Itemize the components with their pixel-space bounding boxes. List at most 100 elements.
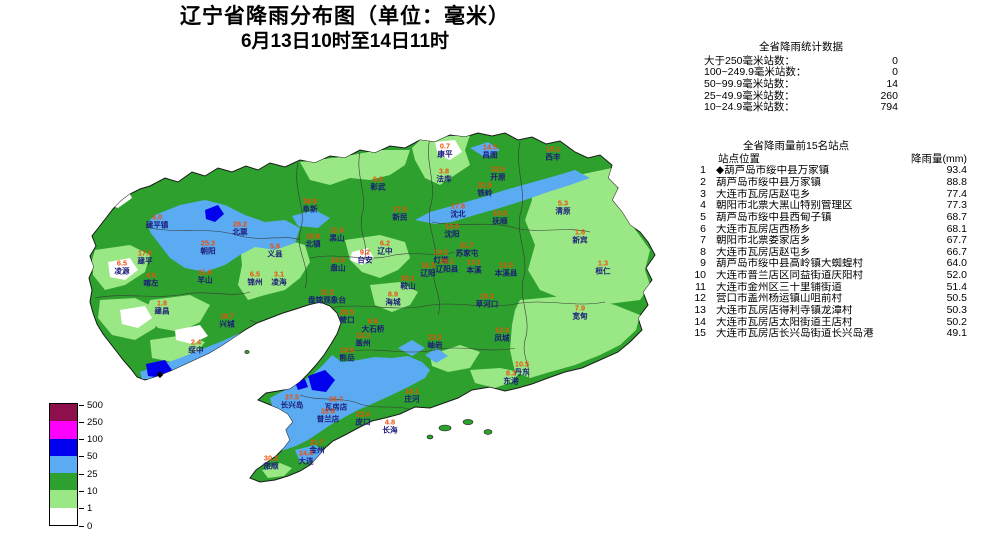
row-rank: 2 <box>700 175 706 188</box>
legend-tick: 25 <box>79 469 98 480</box>
station-value: 0.7 <box>440 142 450 151</box>
row-rainfall-value: 93.4 <box>946 164 967 177</box>
tick-label: 50 <box>87 451 98 463</box>
tick-line <box>79 456 84 458</box>
legend-color-cell <box>50 490 77 508</box>
station-name: 锦州 <box>247 277 262 287</box>
top15-rows: 1 ◆葫芦岛市绥中县万家镇 93.4 2 葫芦岛市绥中县万家镇 88.8 3 大连市瓦房店赵屯… <box>686 165 967 340</box>
station-value: 32.6 <box>321 407 335 416</box>
station-name: 瓦房店 <box>325 402 348 412</box>
station-name: 旅顺 <box>263 461 279 471</box>
station-name: 庄河 <box>404 394 420 404</box>
station-value: 11.6 <box>198 268 212 277</box>
station-value: 12.0 <box>445 222 459 231</box>
station-name: 盘山 <box>330 263 345 273</box>
station-value: 24.5 <box>331 256 345 265</box>
station-value: 6.5 <box>250 270 260 279</box>
legend-tick: 100 <box>79 434 103 445</box>
station-value: 3.8 <box>439 167 449 176</box>
row-rank: 13 <box>694 303 706 316</box>
station-value: 33.5 <box>491 165 505 174</box>
station-value: 5.3 <box>558 199 568 208</box>
row-rainfall-value: 68.1 <box>946 222 967 235</box>
station-name: 辽阳县 <box>436 264 459 274</box>
row-rainfall-value: 77.4 <box>946 187 967 200</box>
title-line2: 6月13日10时至14日11时 <box>240 31 450 52</box>
station-name: 丹东 <box>514 367 530 377</box>
row-station-name: 营口市盖州杨运镇山咀前村 <box>716 293 842 305</box>
row-station-name: 大连市瓦房店长兴岛街道长兴岛港 <box>716 328 874 340</box>
table-row: 5 葫芦岛市绥中县西甸子镇 68.7 <box>686 211 967 224</box>
row-rainfall-value: 51.4 <box>946 280 967 293</box>
tick-line <box>79 508 84 510</box>
station-value: 11.0 <box>330 226 344 235</box>
row-station-name: 朝阳市北票娄家店乡 <box>716 235 811 247</box>
row-rank: 14 <box>694 315 706 328</box>
station-name: 建昌 <box>153 306 169 316</box>
station-name: 岫岩 <box>427 340 443 350</box>
title-line1: 辽宁省降雨分布图（单位：毫米） <box>180 5 510 28</box>
row-station-name: ◆葫芦岛市绥中县万家镇 <box>716 165 830 177</box>
station-value: 3.1 <box>274 270 284 279</box>
table-row: 14 大连市瓦房店太阳街道王店村 50.2 <box>686 315 967 329</box>
station-name: 康平 <box>437 149 453 159</box>
station-name: 彰武 <box>370 182 386 192</box>
stat-value: 0 <box>892 66 898 79</box>
station-name: 鞍山 <box>400 281 415 291</box>
row-station-name: 大连市普兰店区同益街道庆阳村 <box>716 270 863 282</box>
station-name: 抚顺 <box>492 216 508 226</box>
station-value: 4.6 <box>146 271 156 280</box>
station-value: 10.8 <box>493 209 507 218</box>
station-name: 本溪县 <box>495 268 518 278</box>
stat-row: 10~24.9毫米站数： 794 <box>704 102 898 114</box>
station-name: 普兰店 <box>317 414 340 424</box>
station-name: 北票 <box>232 227 248 237</box>
islands <box>244 350 493 440</box>
station-value: 21.7 <box>460 241 474 250</box>
table-row: 11 大连市金州区三十里铺街道 51.4 <box>686 280 967 294</box>
station-value: 28.2 <box>233 220 247 229</box>
row-rank: 1 <box>700 164 706 177</box>
legend-color-cell <box>50 455 77 474</box>
stats-title: 全省降雨统计数据 <box>759 41 843 53</box>
table-row: 15 大连市瓦房店长兴岛街道长兴岛港 49.1 <box>686 328 967 340</box>
station-value: 1.3 <box>598 259 608 268</box>
row-rainfall-value: 64.0 <box>946 257 967 270</box>
table-row: 13 大连市瓦房店得利寺镇龙潭村 50.3 <box>686 303 967 317</box>
legend-tick: 250 <box>79 417 103 428</box>
stat-label: 100~249.9毫米站数： <box>704 66 807 79</box>
legend-color-cell <box>50 404 77 422</box>
row-rainfall-value: 66.7 <box>946 245 967 258</box>
station-value: 30.3 <box>264 454 278 463</box>
tick-line <box>79 491 84 492</box>
row-rank: 8 <box>700 245 706 258</box>
station-name: 开原 <box>490 173 506 182</box>
row-station-name: 葫芦岛市绥中县万家镇 <box>716 176 821 188</box>
legend-color-cell <box>50 507 77 526</box>
page-title: 辽宁省降雨分布图（单位：毫米） 6月13日10时至14日11时 <box>140 4 550 53</box>
station-value: 26.1 <box>440 257 454 266</box>
station-name: 羊山 <box>197 275 212 285</box>
station-name: 东港 <box>503 376 519 386</box>
station-value: 6.2 <box>380 239 390 248</box>
station-name: 铁岭 <box>477 188 493 198</box>
stat-row: 50~99.9毫米站数： 14 <box>704 78 898 91</box>
top15-header: 站点位置 降雨量(mm) <box>686 153 967 166</box>
station-name: 苏家屯 <box>456 248 479 258</box>
station-value: 2.4 <box>191 338 202 347</box>
station-value: 38.8 <box>303 197 317 206</box>
tick-label: 10 <box>87 486 98 497</box>
station-value: 18.7 <box>220 312 234 321</box>
table-row: 9 葫芦岛市绥中县高岭镇大蜘蝗村 64.0 <box>686 258 967 270</box>
station-value: 14.5 <box>483 143 497 152</box>
row-station-name: 葫芦岛市绥中县高岭镇大蜘蝗村 <box>716 258 863 270</box>
station-name: 辽阳 <box>420 268 436 278</box>
table-row: 8 大连市瓦房店赵屯乡 66.7 <box>686 245 967 259</box>
station-value: 8.9 <box>388 290 398 299</box>
district-borders <box>94 137 606 411</box>
station-value: 14.1 <box>405 387 419 396</box>
station-name: 大连 <box>298 456 314 466</box>
station-name: 桓仁 <box>595 266 611 276</box>
table-row: 12 营口市盖州杨运镇山咀前村 50.5 <box>686 293 967 305</box>
